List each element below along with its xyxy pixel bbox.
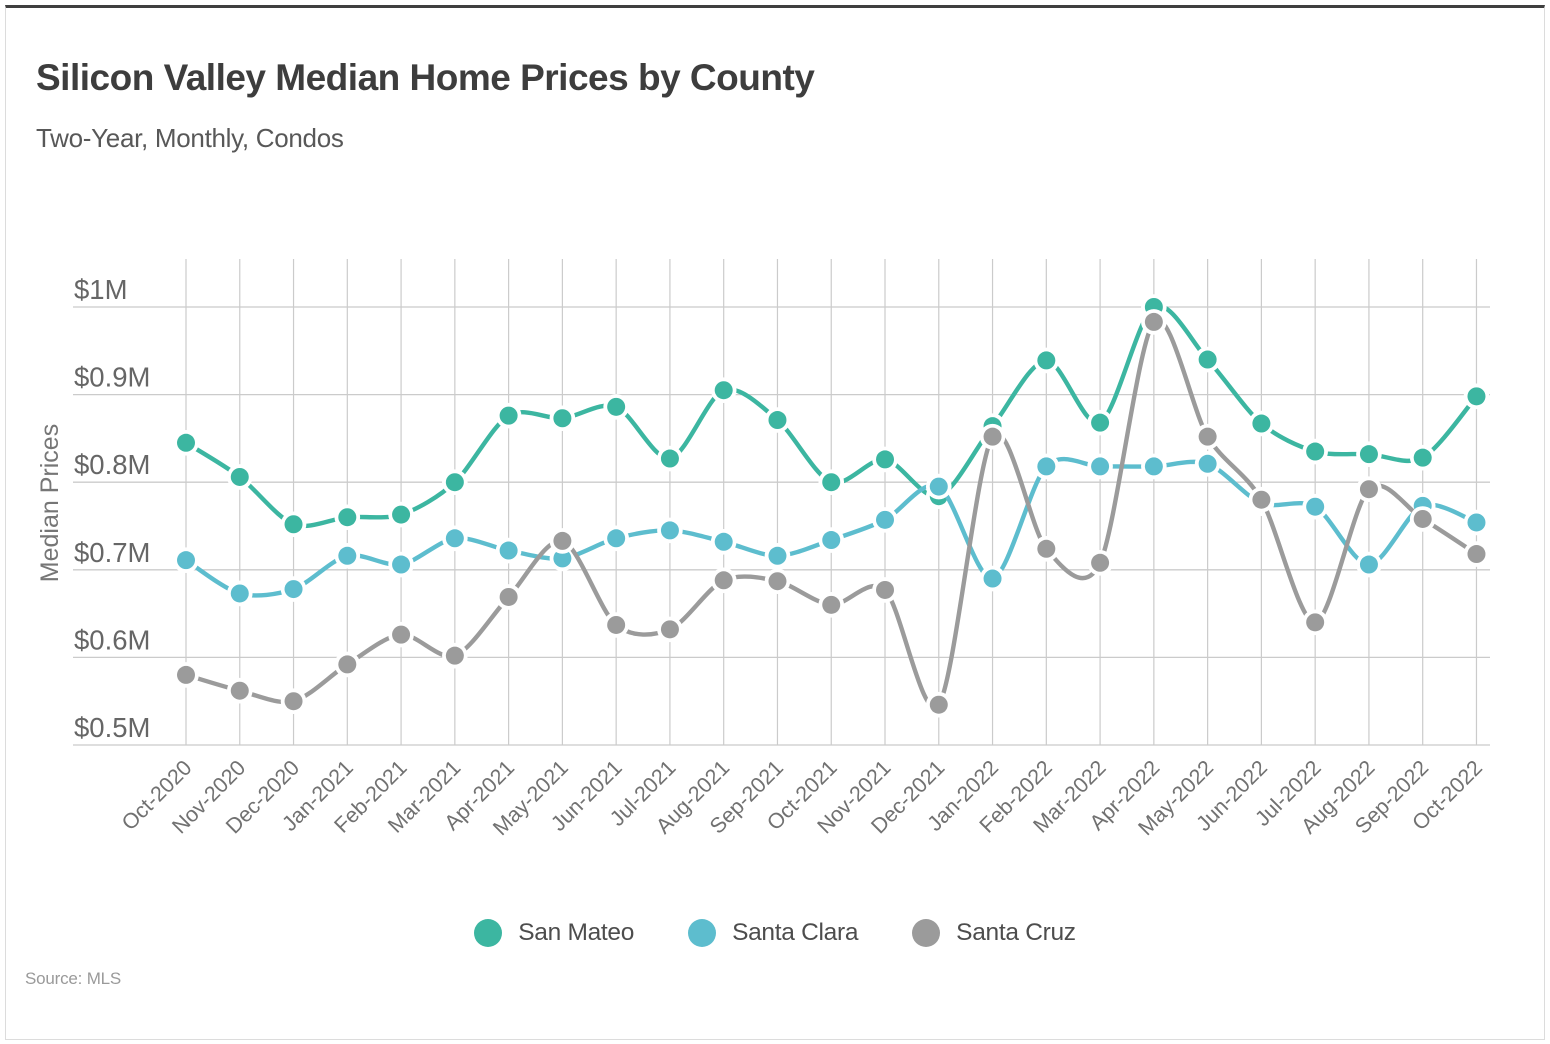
y-tick-label: $0.9M bbox=[74, 362, 150, 393]
data-point-santa-clara-mar-2021[interactable] bbox=[445, 529, 464, 548]
data-point-santa-clara-nov-2020[interactable] bbox=[230, 584, 249, 603]
data-point-santa-cruz-jul-2022[interactable] bbox=[1306, 613, 1325, 632]
data-point-san-mateo-jul-2022[interactable] bbox=[1306, 442, 1325, 461]
data-point-san-mateo-aug-2022[interactable] bbox=[1359, 445, 1378, 464]
data-point-santa-cruz-jul-2021[interactable] bbox=[660, 620, 679, 639]
series-line-san-mateo bbox=[183, 303, 1479, 529]
y-tick-label: $0.8M bbox=[74, 449, 150, 480]
data-point-santa-clara-oct-2021[interactable] bbox=[822, 531, 841, 550]
data-point-santa-cruz-oct-2020[interactable] bbox=[177, 665, 195, 684]
data-point-santa-cruz-nov-2021[interactable] bbox=[876, 580, 895, 599]
data-point-santa-clara-aug-2021[interactable] bbox=[714, 532, 733, 551]
data-point-san-mateo-apr-2021[interactable] bbox=[499, 406, 518, 425]
data-point-san-mateo-jul-2021[interactable] bbox=[660, 449, 679, 468]
data-point-santa-cruz-aug-2021[interactable] bbox=[714, 571, 733, 590]
data-point-santa-cruz-sep-2021[interactable] bbox=[768, 572, 787, 591]
data-point-santa-cruz-apr-2022[interactable] bbox=[1144, 312, 1163, 331]
chart-legend: San Mateo Santa Clara Santa Cruz bbox=[0, 919, 1550, 947]
data-point-san-mateo-sep-2021[interactable] bbox=[768, 411, 787, 430]
series-san-mateo bbox=[173, 294, 1490, 538]
data-point-san-mateo-aug-2021[interactable] bbox=[714, 381, 733, 400]
data-point-santa-clara-aug-2022[interactable] bbox=[1359, 555, 1378, 574]
legend-dot-santa-clara bbox=[688, 919, 717, 947]
data-point-santa-clara-jan-2021[interactable] bbox=[338, 546, 357, 565]
data-point-santa-clara-may-2022[interactable] bbox=[1198, 454, 1217, 473]
data-point-santa-cruz-mar-2021[interactable] bbox=[445, 646, 464, 665]
legend-dot-san-mateo bbox=[474, 919, 503, 947]
data-point-santa-clara-apr-2022[interactable] bbox=[1144, 457, 1163, 476]
data-point-santa-clara-jul-2022[interactable] bbox=[1306, 497, 1325, 516]
legend-label: Santa Cruz bbox=[956, 919, 1076, 946]
data-point-santa-clara-jan-2022[interactable] bbox=[983, 569, 1002, 588]
data-point-santa-cruz-dec-2020[interactable] bbox=[284, 692, 303, 711]
data-point-santa-clara-dec-2020[interactable] bbox=[284, 580, 303, 599]
y-tick-label: $0.7M bbox=[74, 537, 150, 568]
y-tick-label: $1M bbox=[74, 274, 128, 305]
data-point-san-mateo-mar-2022[interactable] bbox=[1091, 413, 1110, 432]
data-point-san-mateo-oct-2021[interactable] bbox=[822, 473, 841, 492]
data-point-santa-clara-jul-2021[interactable] bbox=[660, 521, 679, 540]
data-point-santa-cruz-feb-2021[interactable] bbox=[392, 625, 411, 644]
data-point-san-mateo-nov-2021[interactable] bbox=[876, 450, 895, 469]
chart-title: Silicon Valley Median Home Prices by Cou… bbox=[36, 57, 815, 98]
data-point-santa-cruz-feb-2022[interactable] bbox=[1037, 539, 1056, 558]
data-point-san-mateo-feb-2021[interactable] bbox=[392, 505, 411, 524]
y-tick-label: $0.5M bbox=[74, 712, 150, 743]
data-point-santa-clara-jun-2021[interactable] bbox=[607, 529, 626, 548]
data-point-santa-clara-mar-2022[interactable] bbox=[1091, 457, 1110, 476]
data-point-san-mateo-oct-2022[interactable] bbox=[1467, 387, 1486, 406]
data-point-santa-clara-feb-2021[interactable] bbox=[392, 555, 411, 574]
series-santa-clara bbox=[173, 451, 1490, 607]
y-tick-label: $0.6M bbox=[74, 624, 150, 655]
data-point-san-mateo-dec-2020[interactable] bbox=[284, 515, 303, 534]
data-point-san-mateo-jan-2021[interactable] bbox=[338, 508, 357, 527]
data-point-santa-cruz-aug-2022[interactable] bbox=[1359, 480, 1378, 499]
legend-dot-santa-cruz bbox=[912, 919, 941, 947]
legend-item-san-mateo[interactable]: San Mateo bbox=[474, 919, 634, 947]
data-point-santa-cruz-mar-2022[interactable] bbox=[1091, 553, 1110, 572]
data-point-santa-cruz-oct-2022[interactable] bbox=[1467, 545, 1486, 564]
data-point-santa-clara-sep-2021[interactable] bbox=[768, 546, 787, 565]
series-santa-cruz bbox=[173, 309, 1490, 718]
data-point-san-mateo-may-2022[interactable] bbox=[1198, 350, 1217, 369]
data-point-santa-cruz-sep-2022[interactable] bbox=[1413, 509, 1432, 528]
data-point-santa-clara-may-2021[interactable] bbox=[553, 549, 572, 568]
data-point-santa-cruz-dec-2021[interactable] bbox=[929, 695, 948, 714]
data-point-san-mateo-mar-2021[interactable] bbox=[445, 473, 464, 492]
data-point-santa-clara-feb-2022[interactable] bbox=[1037, 457, 1056, 476]
data-point-santa-cruz-jan-2021[interactable] bbox=[338, 655, 357, 674]
data-point-santa-cruz-apr-2021[interactable] bbox=[499, 587, 518, 606]
data-point-san-mateo-jun-2021[interactable] bbox=[607, 397, 626, 416]
data-point-santa-clara-apr-2021[interactable] bbox=[499, 541, 518, 560]
data-point-san-mateo-oct-2020[interactable] bbox=[177, 433, 195, 452]
data-point-santa-clara-nov-2021[interactable] bbox=[876, 510, 895, 529]
data-point-santa-cruz-oct-2021[interactable] bbox=[822, 595, 841, 614]
data-point-santa-cruz-may-2022[interactable] bbox=[1198, 427, 1217, 446]
data-point-san-mateo-jun-2022[interactable] bbox=[1252, 414, 1271, 433]
data-point-santa-cruz-jun-2021[interactable] bbox=[607, 615, 626, 634]
data-point-santa-clara-oct-2020[interactable] bbox=[177, 551, 195, 570]
legend-item-santa-cruz[interactable]: Santa Cruz bbox=[912, 919, 1076, 947]
data-point-santa-cruz-may-2021[interactable] bbox=[553, 531, 572, 550]
data-point-santa-cruz-jun-2022[interactable] bbox=[1252, 490, 1271, 509]
legend-label: Santa Clara bbox=[732, 919, 859, 946]
data-point-santa-clara-oct-2022[interactable] bbox=[1467, 513, 1486, 532]
data-point-santa-cruz-nov-2020[interactable] bbox=[230, 681, 249, 700]
legend-label: San Mateo bbox=[518, 919, 635, 946]
data-point-san-mateo-may-2021[interactable] bbox=[553, 409, 572, 428]
y-axis-title: Median Prices bbox=[36, 424, 64, 582]
data-point-santa-clara-dec-2021[interactable] bbox=[929, 477, 948, 496]
data-point-san-mateo-feb-2022[interactable] bbox=[1037, 351, 1056, 370]
chart-subtitle: Two-Year, Monthly, Condos bbox=[36, 123, 344, 153]
data-point-san-mateo-nov-2020[interactable] bbox=[230, 467, 249, 486]
source-note: Source: MLS bbox=[25, 969, 122, 988]
data-point-san-mateo-sep-2022[interactable] bbox=[1413, 448, 1432, 467]
legend-item-santa-clara[interactable]: Santa Clara bbox=[688, 919, 858, 947]
data-point-santa-cruz-jan-2022[interactable] bbox=[983, 427, 1002, 446]
